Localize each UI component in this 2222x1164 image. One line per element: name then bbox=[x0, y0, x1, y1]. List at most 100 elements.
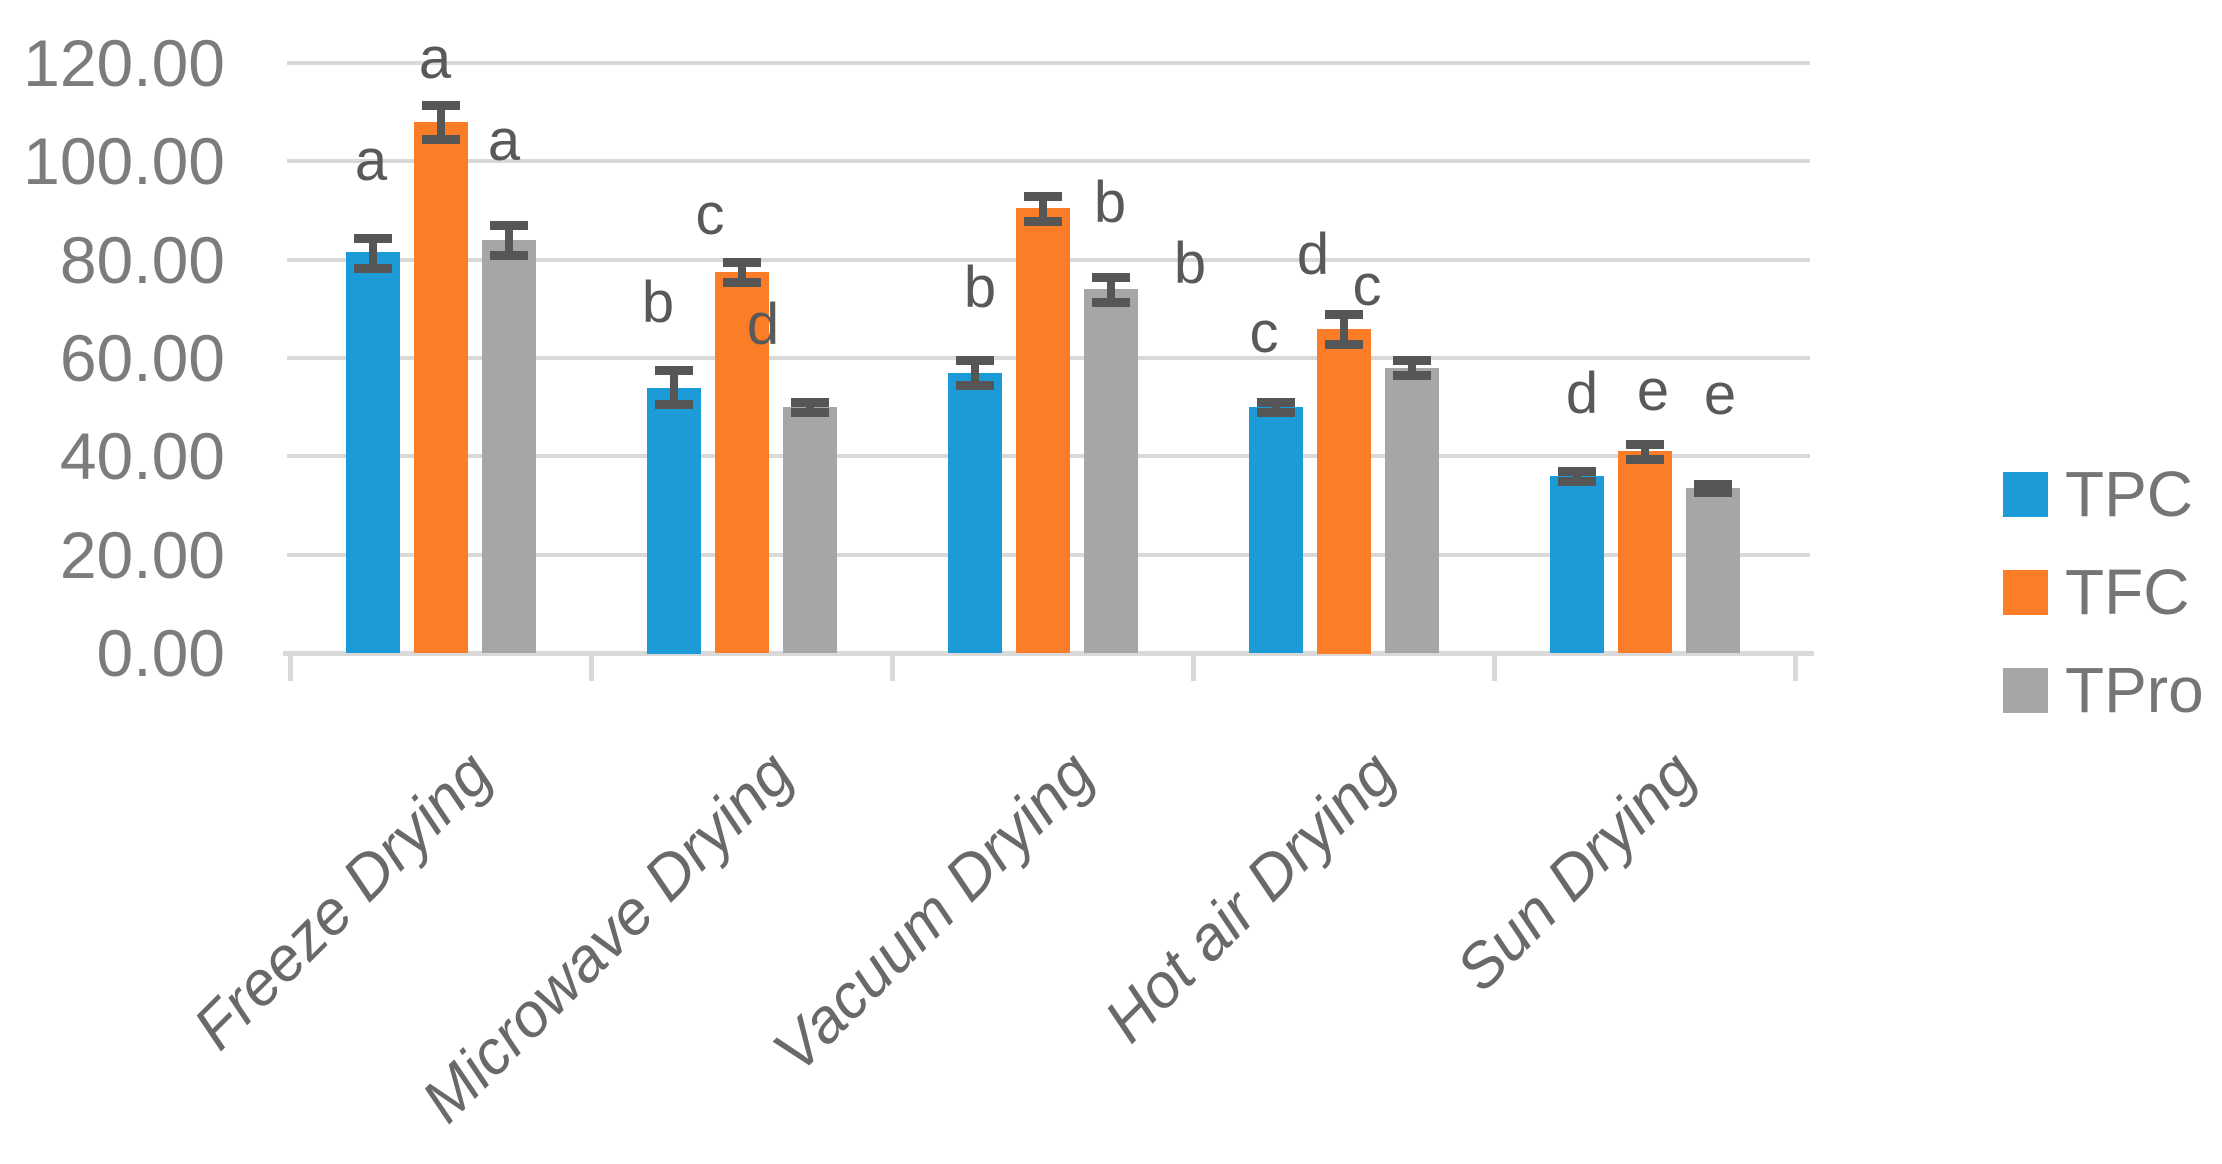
error-bar-cap-bottom bbox=[956, 381, 994, 390]
error-bar-tpc-hot-air-drying bbox=[1257, 398, 1295, 417]
y-tick-label: 60.00 bbox=[59, 321, 225, 395]
error-bar-tfc-vacuum-drying bbox=[1024, 192, 1062, 226]
significance-letter: d bbox=[746, 292, 780, 357]
error-bar-line bbox=[369, 237, 377, 270]
error-bar-cap-top bbox=[723, 258, 761, 267]
x-axis-tick bbox=[1793, 655, 1798, 681]
category-label: Vacuum Drying bbox=[760, 738, 1107, 1086]
bar-tpc-hot-air-drying bbox=[1249, 407, 1303, 653]
significance-letter: a bbox=[418, 26, 452, 91]
error-bar-cap-bottom bbox=[1558, 477, 1596, 486]
legend-label: TPC bbox=[2065, 458, 2193, 530]
error-bar-tpc-sun-drying bbox=[1558, 467, 1596, 486]
error-bar-cap-top bbox=[1393, 356, 1431, 365]
error-bar-line bbox=[670, 369, 678, 406]
error-bar-line bbox=[1408, 359, 1416, 377]
y-tick-label: 40.00 bbox=[59, 419, 225, 494]
y-tick-label: 0.00 bbox=[96, 616, 225, 690]
error-bar-line bbox=[437, 104, 445, 141]
error-bar-cap-bottom bbox=[354, 264, 392, 273]
error-bar-line bbox=[1039, 195, 1047, 223]
y-tick-label: 120.00 bbox=[23, 26, 225, 100]
error-bar-line bbox=[1272, 401, 1280, 414]
x-axis-tick bbox=[1492, 655, 1497, 681]
error-bar-tpc-microwave-drying bbox=[655, 366, 693, 409]
error-bar-line bbox=[505, 224, 513, 257]
x-axis-tick bbox=[589, 655, 594, 681]
legend-item: TPC bbox=[2003, 458, 2204, 530]
legend-item: TFC bbox=[2003, 556, 2204, 628]
bar-tfc-vacuum-drying bbox=[1016, 208, 1070, 653]
error-bar-cap-bottom bbox=[1393, 371, 1431, 380]
error-bar-cap-bottom bbox=[1325, 340, 1363, 349]
error-bar-line bbox=[738, 261, 746, 284]
significance-letter: b bbox=[641, 270, 675, 335]
significance-letter: b bbox=[1093, 170, 1127, 235]
legend: TPC TFC TPro bbox=[2003, 458, 2204, 765]
significance-letter: e bbox=[1636, 358, 1670, 423]
bar-tpc-freeze-drying bbox=[346, 252, 400, 653]
significance-letter: a bbox=[354, 128, 388, 193]
significance-letter: a bbox=[487, 108, 521, 173]
error-bar-cap-bottom bbox=[723, 278, 761, 287]
error-bar-cap-bottom bbox=[1092, 298, 1130, 307]
error-bar-line bbox=[1641, 443, 1649, 461]
y-tick-label: 20.00 bbox=[59, 517, 225, 592]
legend-label: TPro bbox=[2065, 654, 2204, 726]
category-label: Freeze Drying bbox=[180, 738, 505, 1063]
error-bar-cap-top bbox=[1694, 480, 1732, 489]
legend-swatch-tfc bbox=[2003, 569, 2048, 615]
significance-letter: b bbox=[963, 255, 997, 320]
x-axis-line bbox=[283, 651, 1814, 656]
error-bar-cap-bottom bbox=[791, 408, 829, 417]
error-bar-tfc-sun-drying bbox=[1626, 440, 1664, 464]
error-bar-tfc-freeze-drying bbox=[422, 101, 460, 144]
error-bar-cap-top bbox=[956, 356, 994, 365]
error-bar-cap-bottom bbox=[490, 251, 528, 260]
error-bar-cap-top bbox=[1325, 310, 1363, 319]
x-axis-tick bbox=[890, 655, 895, 681]
error-bar-cap-top bbox=[1626, 440, 1664, 449]
bar-tpc-microwave-drying bbox=[647, 388, 701, 654]
bar-tpro-microwave-drying bbox=[783, 407, 837, 653]
y-tick-label: 100.00 bbox=[23, 124, 225, 199]
error-bar-tfc-microwave-drying bbox=[723, 258, 761, 287]
error-bar-tpro-freeze-drying bbox=[490, 221, 528, 260]
legend-swatch-tpc bbox=[2003, 471, 2048, 517]
legend-item: TPro bbox=[2003, 654, 2204, 726]
significance-letter: b bbox=[1173, 231, 1207, 296]
bar-tpro-vacuum-drying bbox=[1084, 289, 1138, 653]
bar-tpc-vacuum-drying bbox=[948, 373, 1002, 653]
gridline bbox=[287, 61, 1810, 65]
significance-letter: c bbox=[1352, 253, 1382, 318]
error-bar-tpro-sun-drying bbox=[1694, 480, 1732, 497]
legend-label: TFC bbox=[2065, 556, 2190, 628]
bar-tpro-sun-drying bbox=[1686, 488, 1740, 653]
error-bar-cap-bottom bbox=[1257, 408, 1295, 417]
error-bar-cap-top bbox=[1257, 398, 1295, 407]
error-bar-cap-top bbox=[490, 221, 528, 230]
y-tick-label: 80.00 bbox=[59, 222, 225, 297]
error-bar-cap-top bbox=[791, 398, 829, 407]
bar-tpro-hot-air-drying bbox=[1385, 368, 1439, 653]
x-axis-tick bbox=[288, 655, 293, 681]
error-bar-cap-top bbox=[655, 366, 693, 375]
x-axis-tick bbox=[1191, 655, 1196, 681]
error-bar-tpro-microwave-drying bbox=[791, 398, 829, 417]
bar-tfc-hot-air-drying bbox=[1317, 329, 1371, 654]
significance-letter: d bbox=[1565, 361, 1599, 426]
error-bar-line bbox=[1573, 470, 1581, 483]
error-bar-tfc-hot-air-drying bbox=[1325, 310, 1363, 349]
error-bar-cap-bottom bbox=[655, 400, 693, 409]
significance-letter: c bbox=[1249, 300, 1279, 365]
gridline bbox=[287, 159, 1810, 164]
bar-tfc-freeze-drying bbox=[414, 122, 468, 653]
error-bar-tpc-freeze-drying bbox=[354, 234, 392, 273]
error-bar-cap-bottom bbox=[1694, 488, 1732, 497]
error-bar-cap-top bbox=[354, 234, 392, 243]
error-bar-line bbox=[971, 359, 979, 387]
category-label: Hot air Drying bbox=[1091, 738, 1408, 1056]
error-bar-tpc-vacuum-drying bbox=[956, 356, 994, 390]
error-bar-cap-top bbox=[1024, 192, 1062, 201]
error-bar-line bbox=[1340, 313, 1348, 346]
